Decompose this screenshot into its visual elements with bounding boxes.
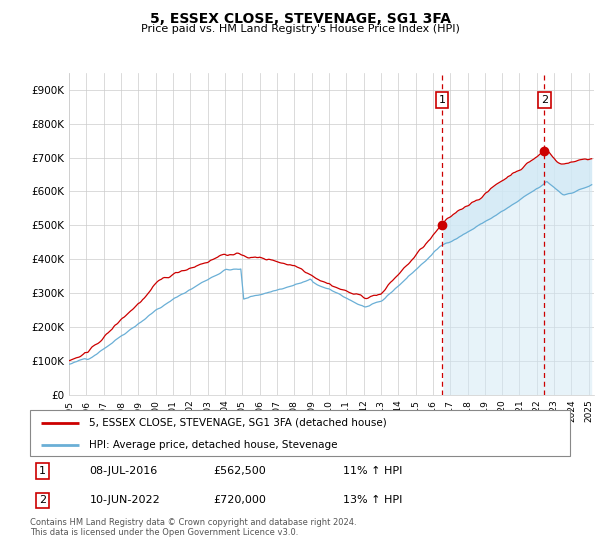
Text: 2: 2 [39,496,46,505]
Text: 2: 2 [541,95,548,105]
Text: Contains HM Land Registry data © Crown copyright and database right 2024.
This d: Contains HM Land Registry data © Crown c… [30,518,356,538]
Text: £562,500: £562,500 [214,466,266,476]
FancyBboxPatch shape [30,410,570,456]
Text: 5, ESSEX CLOSE, STEVENAGE, SG1 3FA: 5, ESSEX CLOSE, STEVENAGE, SG1 3FA [149,12,451,26]
Text: 11% ↑ HPI: 11% ↑ HPI [343,466,403,476]
Text: HPI: Average price, detached house, Stevenage: HPI: Average price, detached house, Stev… [89,440,338,450]
Text: 08-JUL-2016: 08-JUL-2016 [89,466,158,476]
Text: £720,000: £720,000 [214,496,266,505]
Text: 1: 1 [439,95,445,105]
Text: 10-JUN-2022: 10-JUN-2022 [89,496,160,505]
Text: Price paid vs. HM Land Registry's House Price Index (HPI): Price paid vs. HM Land Registry's House … [140,24,460,34]
Text: 1: 1 [39,466,46,476]
Text: 5, ESSEX CLOSE, STEVENAGE, SG1 3FA (detached house): 5, ESSEX CLOSE, STEVENAGE, SG1 3FA (deta… [89,418,387,428]
Text: 13% ↑ HPI: 13% ↑ HPI [343,496,403,505]
